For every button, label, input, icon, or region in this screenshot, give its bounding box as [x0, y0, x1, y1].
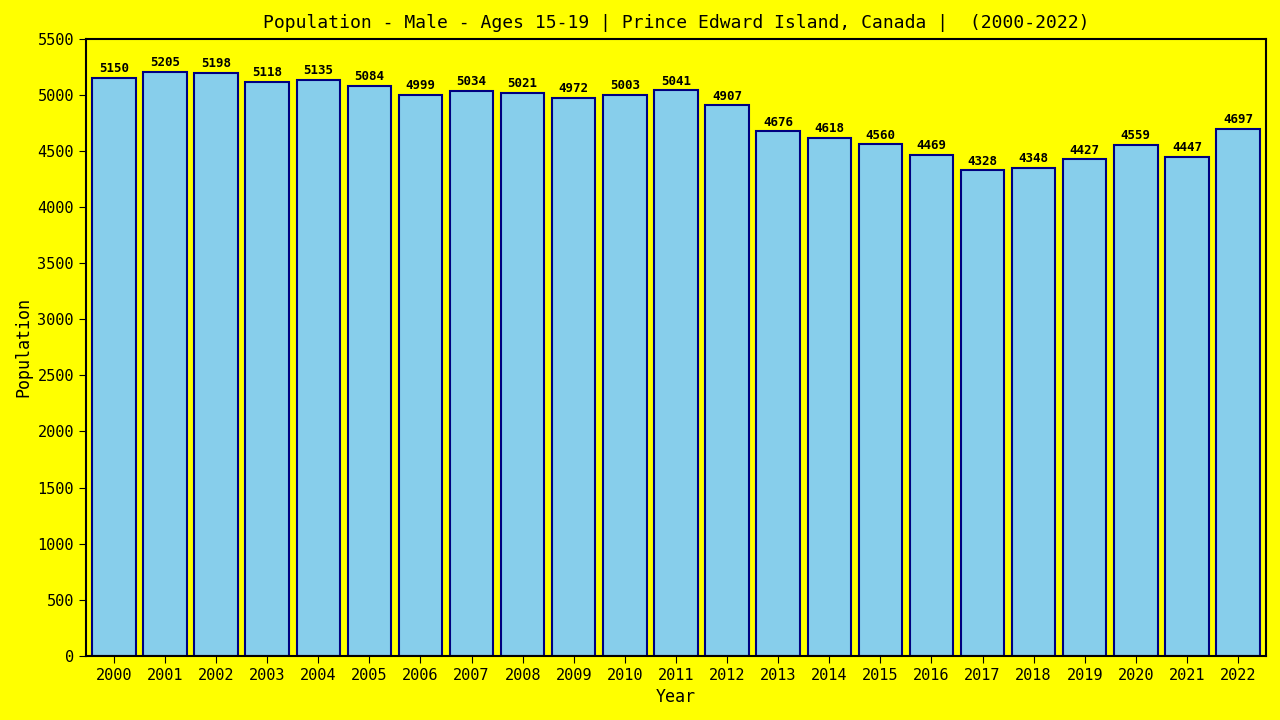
- Bar: [246, 82, 289, 656]
- Text: 4697: 4697: [1222, 113, 1253, 126]
- Text: 4676: 4676: [763, 116, 794, 129]
- Text: 5150: 5150: [99, 63, 129, 76]
- Title: Population - Male - Ages 15-19 | Prince Edward Island, Canada |  (2000-2022): Population - Male - Ages 15-19 | Prince …: [262, 14, 1089, 32]
- Text: 4559: 4559: [1121, 129, 1151, 142]
- Text: 4427: 4427: [1070, 143, 1100, 156]
- Bar: [92, 78, 136, 656]
- Bar: [1062, 159, 1106, 656]
- Bar: [143, 72, 187, 656]
- Bar: [756, 132, 800, 656]
- Bar: [348, 86, 392, 656]
- Text: 5034: 5034: [457, 76, 486, 89]
- Bar: [1165, 157, 1208, 656]
- Bar: [603, 95, 646, 656]
- Y-axis label: Population: Population: [14, 297, 32, 397]
- Bar: [859, 145, 902, 656]
- Bar: [552, 98, 595, 656]
- Text: 4348: 4348: [1019, 153, 1048, 166]
- Text: 4560: 4560: [865, 129, 895, 142]
- Text: 4907: 4907: [712, 90, 742, 103]
- Bar: [449, 91, 493, 656]
- Bar: [500, 93, 544, 656]
- Text: 4618: 4618: [814, 122, 845, 135]
- Text: 4469: 4469: [916, 139, 946, 152]
- Bar: [961, 171, 1005, 656]
- Text: 5198: 5198: [201, 57, 232, 70]
- Text: 5003: 5003: [609, 79, 640, 92]
- Text: 5118: 5118: [252, 66, 282, 79]
- Text: 5135: 5135: [303, 64, 333, 77]
- Bar: [195, 73, 238, 656]
- Bar: [1216, 129, 1260, 656]
- Text: 5084: 5084: [355, 70, 384, 83]
- Bar: [808, 138, 851, 656]
- Bar: [910, 155, 954, 656]
- Bar: [1012, 168, 1055, 656]
- Text: 5041: 5041: [660, 75, 691, 88]
- Text: 4447: 4447: [1172, 141, 1202, 154]
- Text: 5205: 5205: [150, 56, 180, 69]
- Text: 5021: 5021: [508, 77, 538, 90]
- Bar: [654, 91, 698, 656]
- X-axis label: Year: Year: [655, 688, 696, 706]
- Text: 4972: 4972: [559, 82, 589, 96]
- Text: 4328: 4328: [968, 155, 997, 168]
- Bar: [1114, 145, 1157, 656]
- Bar: [399, 95, 442, 656]
- Bar: [705, 106, 749, 656]
- Bar: [297, 80, 340, 656]
- Text: 4999: 4999: [406, 79, 435, 92]
